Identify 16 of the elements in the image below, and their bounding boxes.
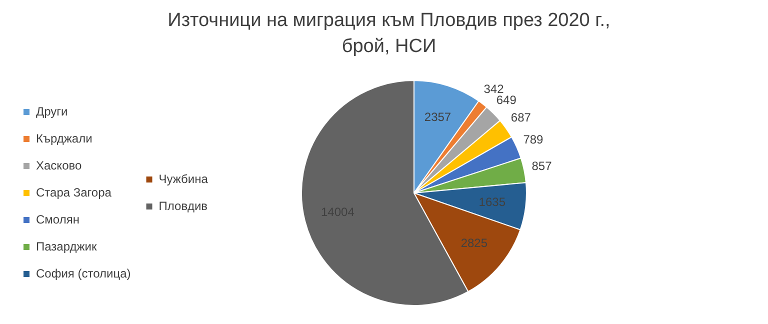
legend-label: Смолян	[36, 212, 80, 226]
data-label: 1635	[478, 194, 506, 209]
legend-label: Пловдив	[158, 198, 208, 213]
data-label: 789	[523, 132, 544, 146]
legend-label: София (столица)	[36, 266, 131, 280]
legend-label: Кърджали	[36, 131, 92, 146]
data-label: 687	[510, 110, 532, 125]
legend-label: Хасково	[36, 158, 82, 172]
chart-title: Източници на миграция към Пловдив през 2020 г., брой, НСИ	[166, 9, 612, 59]
data-label: 2825	[460, 236, 488, 250]
legend-label: Стара Загора	[36, 185, 112, 200]
legend-label: Пазарджик	[36, 239, 98, 254]
legend-label: Други	[36, 104, 68, 118]
data-label: 2357	[424, 110, 452, 124]
legend-label: Чужбина	[158, 172, 208, 186]
data-label: 857	[532, 158, 552, 173]
